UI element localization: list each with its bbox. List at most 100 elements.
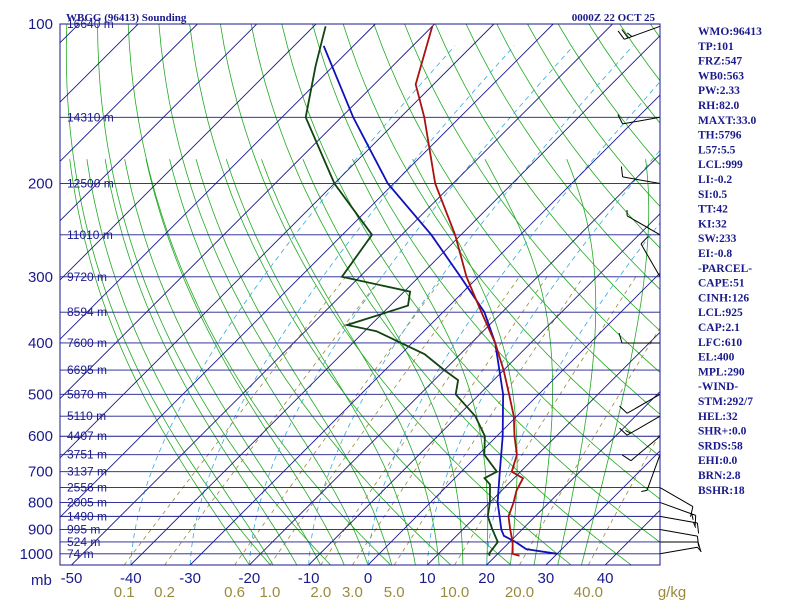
pressure-tick-label: 600 xyxy=(28,428,53,445)
wind-barb xyxy=(619,393,661,414)
wind-barb-flag xyxy=(626,32,633,37)
wind-barb-flag xyxy=(693,522,697,528)
dry-adiabat-line xyxy=(220,24,572,565)
wind-barb-flag xyxy=(690,506,694,517)
height-label: 14310 m xyxy=(67,110,114,124)
mixing-ratio-tick-label: 10.0 xyxy=(440,584,469,600)
wind-barb xyxy=(659,487,694,517)
wind-barb xyxy=(640,235,661,278)
isotherm-line xyxy=(60,24,317,281)
isotherm-line xyxy=(71,24,613,565)
dry-adiabat-line xyxy=(65,24,271,565)
dry-adiabat-line xyxy=(496,24,660,249)
temperature-tick-label: -50 xyxy=(61,570,83,587)
wind-barb-flag xyxy=(617,114,624,125)
dry-adiabat-line xyxy=(189,24,512,565)
wetbulb-line xyxy=(367,81,660,565)
wind-barb-staff xyxy=(626,215,661,236)
wind-barb xyxy=(620,166,661,184)
height-label: 4407 m xyxy=(67,429,107,443)
station-title: WBGG (96413) Sounding xyxy=(66,12,187,24)
wetbulb-line xyxy=(308,45,633,565)
height-label: 5870 m xyxy=(67,387,107,401)
isotherm-line xyxy=(545,450,660,565)
mixing-ratio-tick-label: 3.0 xyxy=(342,584,363,600)
wind-barb xyxy=(617,114,661,125)
isotherm-line xyxy=(367,272,660,565)
isotherm-line xyxy=(130,35,660,565)
wind-barb-staff xyxy=(646,454,661,491)
pressure-tick-label: 500 xyxy=(28,386,53,403)
height-label: 8594 m xyxy=(67,305,107,319)
index-entry: STM:292/7 xyxy=(698,396,753,408)
isotherm-line xyxy=(60,24,258,222)
dry-adiabat-line xyxy=(588,24,660,124)
wind-barb-flag xyxy=(691,513,694,520)
wind-barb xyxy=(659,501,697,526)
index-entry: LI:-0.2 xyxy=(698,174,732,186)
dry-adiabat-line xyxy=(312,24,660,500)
pressure-tick-label: 300 xyxy=(28,269,53,286)
wind-barb xyxy=(641,454,661,492)
mixing-ratio-tick-label: 2.0 xyxy=(310,584,331,600)
wind-barb xyxy=(617,25,661,40)
isotherm-line xyxy=(189,94,660,565)
wind-barb-flag xyxy=(620,166,624,177)
wind-barb-flag xyxy=(696,522,700,534)
index-entry: HEL:32 xyxy=(698,411,738,423)
wind-barb xyxy=(621,435,661,462)
temperature-tick-label: -10 xyxy=(298,570,320,587)
index-entry: WMO:96413 xyxy=(698,26,762,38)
height-label: 11010 m xyxy=(67,228,113,242)
height-label: 2005 m xyxy=(67,495,107,509)
mixing-ratio-tick-label: 20.0 xyxy=(505,584,534,600)
mixing-ratio-line xyxy=(393,276,584,565)
dry-adiabat-line xyxy=(773,24,800,565)
dry-adiabat-line xyxy=(373,24,660,415)
mixing-ratio-tick-label: 1.0 xyxy=(259,584,280,600)
wind-barb-flag xyxy=(641,489,648,492)
height-label: 1490 m xyxy=(67,509,107,523)
mixing-ratio-tick-label: 0.1 xyxy=(114,584,135,600)
isotherm-line xyxy=(60,24,376,340)
moist-adiabat-line xyxy=(145,159,345,565)
index-entry: LCL:925 xyxy=(698,307,743,319)
mixing-ratio-line xyxy=(234,276,444,565)
height-label: 9720 m xyxy=(67,270,107,284)
mixing-ratio-line xyxy=(454,276,637,565)
temperature-tick-label: 40 xyxy=(597,570,614,587)
wind-barb-staff xyxy=(622,176,661,184)
pressure-tick-label: 400 xyxy=(28,335,53,352)
pressure-tick-label: 100 xyxy=(28,16,53,33)
mixing-ratio-line xyxy=(352,276,548,565)
index-entry: BRN:2.8 xyxy=(698,470,741,482)
temperature-tick-label: 30 xyxy=(538,570,555,587)
moist-adiabat-line xyxy=(69,159,250,565)
dry-adiabat-line xyxy=(435,24,660,332)
wind-barb-flag xyxy=(625,429,631,434)
sounding-profiles xyxy=(304,26,558,557)
isotherm-line xyxy=(60,24,554,518)
wind-barb-flag xyxy=(694,515,697,526)
height-label: 524 m xyxy=(67,535,100,549)
pressure-tick-label: 1000 xyxy=(20,546,53,563)
wind-barb xyxy=(659,529,700,547)
isotherm-line xyxy=(486,390,660,565)
pressure-tick-label: 800 xyxy=(28,494,53,511)
wind-barb-staff xyxy=(659,487,694,508)
isotherm-line xyxy=(60,24,435,400)
wind-barbs xyxy=(617,25,702,555)
index-entry: -WIND- xyxy=(698,381,738,393)
wind-barb-staff xyxy=(659,515,698,524)
index-entry: CINH:126 xyxy=(698,292,749,304)
height-label: 6695 m xyxy=(67,363,107,377)
wind-barb-flag xyxy=(618,332,623,344)
stability-indices: WMO:96413 TP:101 FRZ:547 WB0:563 PW:2.33 RH:8… xyxy=(698,26,762,497)
wind-barb xyxy=(619,415,661,436)
temperature-tick-label: -40 xyxy=(120,570,142,587)
mixing-ratio-line xyxy=(164,276,382,565)
index-entry: SW:233 xyxy=(698,233,737,245)
